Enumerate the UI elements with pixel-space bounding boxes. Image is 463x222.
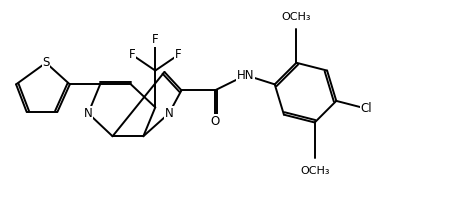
- Text: HN: HN: [237, 69, 254, 82]
- Text: O: O: [210, 115, 219, 128]
- Text: S: S: [42, 56, 50, 69]
- Text: OCH₃: OCH₃: [281, 12, 310, 22]
- Text: F: F: [152, 33, 158, 46]
- Text: F: F: [175, 48, 181, 61]
- Text: Cl: Cl: [360, 102, 372, 115]
- Text: N: N: [84, 107, 93, 120]
- Text: N: N: [164, 107, 173, 120]
- Text: OCH₃: OCH₃: [299, 166, 329, 176]
- Text: F: F: [129, 48, 135, 61]
